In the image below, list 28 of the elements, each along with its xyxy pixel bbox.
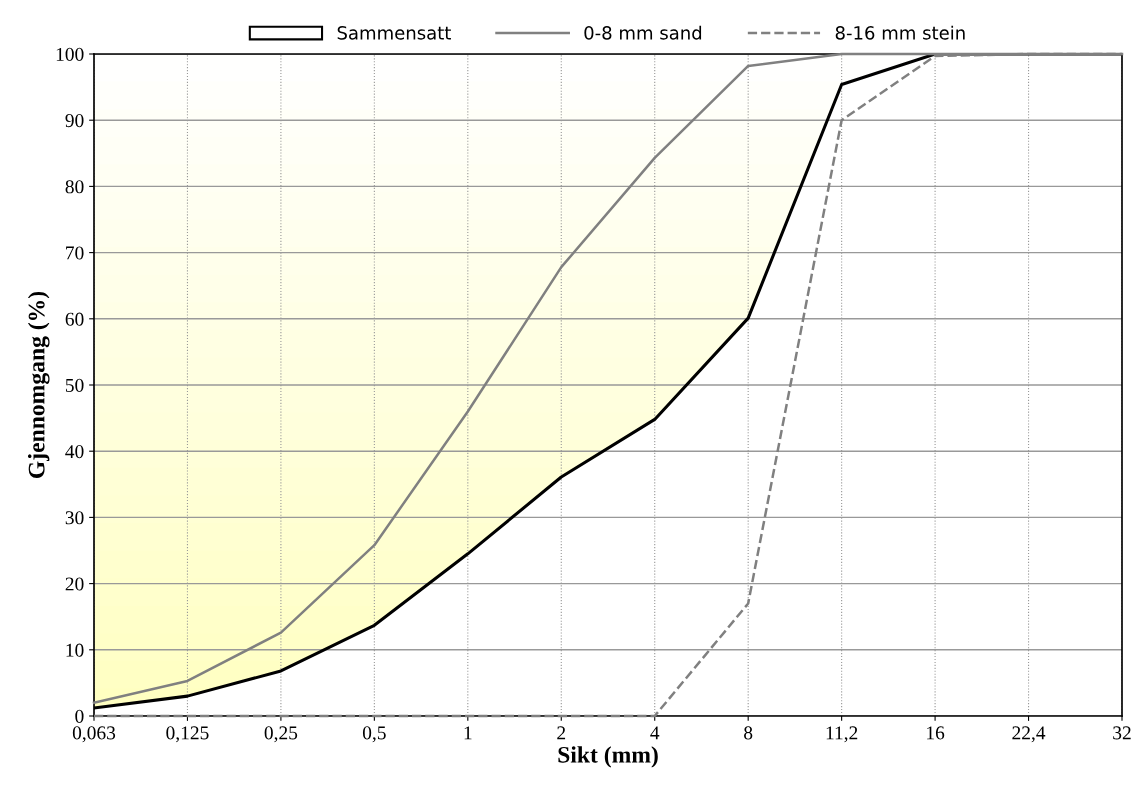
x-tick-label: 0,25 [264,726,298,743]
y-tick-label: 60 [65,312,84,326]
y-tick-label: 40 [65,445,84,459]
y-tick-label: 50 [65,378,84,392]
x-tick-label: 0,063 [72,726,116,743]
x-tick-label: 0,125 [166,726,209,743]
x-axis-title: Sikt (mm) [558,746,658,768]
y-tick-label: 20 [65,577,84,591]
x-tick-label: 1 [464,726,472,740]
y-tick-label: 80 [65,180,84,194]
y-tick-label: 0 [75,709,84,723]
x-tick-label: 11,2 [826,726,858,743]
legend-label: Sammensatt [337,26,451,40]
legend-label: 0-8 mm sand [584,25,702,40]
x-tick-label: 32 [1113,726,1131,740]
legend-label: 8-16 mm stein [835,25,965,40]
y-axis-title: Gjennomgang (%) [27,291,50,478]
x-tick-label: 22,4 [1012,726,1046,743]
x-tick-label: 16 [927,726,945,740]
y-tick-label: 30 [65,511,84,525]
x-tick-label: 2 [557,726,566,740]
x-tick-label: 0,5 [362,726,386,743]
y-tick-label: 100 [56,47,84,61]
y-tick-label: 10 [66,643,84,657]
y-tick-label: 90 [65,114,84,128]
y-tick-label: 70 [66,246,84,260]
x-tick-label: 8 [744,726,753,740]
x-tick-label: 4 [650,726,660,740]
